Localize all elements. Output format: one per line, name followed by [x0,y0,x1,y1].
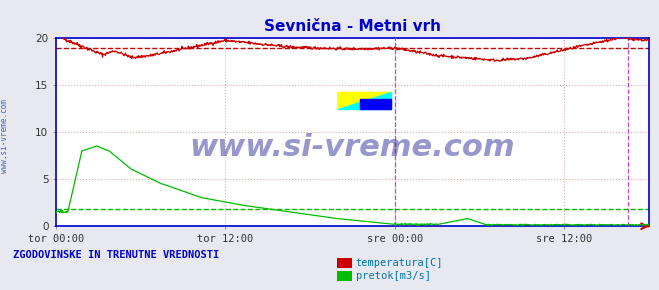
Text: ZGODOVINSKE IN TRENUTNE VREDNOSTI: ZGODOVINSKE IN TRENUTNE VREDNOSTI [13,250,219,260]
Text: www.si-vreme.com: www.si-vreme.com [0,99,9,173]
Title: Sevnična - Metni vrh: Sevnična - Metni vrh [264,19,441,34]
Polygon shape [338,92,391,109]
Bar [360,99,391,109]
Text: pretok[m3/s]: pretok[m3/s] [356,271,431,281]
Text: www.si-vreme.com: www.si-vreme.com [190,133,515,162]
Text: temperatura[C]: temperatura[C] [356,258,444,268]
Polygon shape [338,92,391,109]
